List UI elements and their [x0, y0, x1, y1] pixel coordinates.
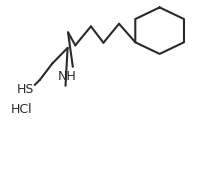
Text: HCl: HCl	[11, 103, 33, 116]
Text: NH: NH	[58, 70, 77, 83]
Text: HS: HS	[17, 83, 34, 96]
